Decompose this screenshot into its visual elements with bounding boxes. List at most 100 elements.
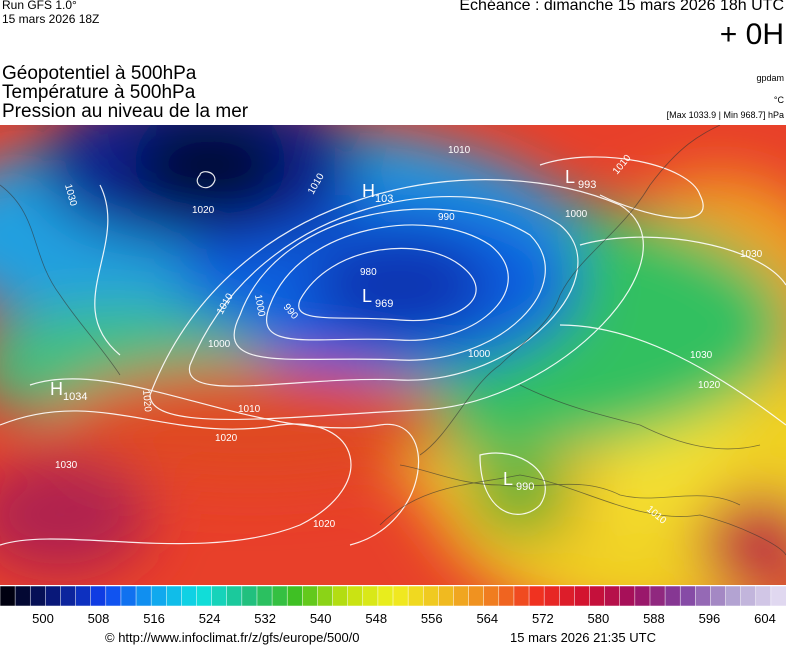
colorbar-swatch <box>634 585 651 607</box>
colorbar-swatch <box>679 585 697 607</box>
center-letter: L <box>362 286 372 306</box>
colorbar-swatch <box>286 585 304 607</box>
colorbar-tick: 596 <box>698 611 721 626</box>
unit: [Max 1033.9 | Min 968.7] hPa <box>666 110 784 120</box>
colorbar-swatch <box>347 585 364 607</box>
isobar-label: 1020 <box>215 433 238 444</box>
isobar-label: 980 <box>360 267 377 278</box>
run: Run GFS 1.0° <box>2 0 77 12</box>
colorbar-swatch <box>574 585 591 607</box>
colorbar-tick: 524 <box>198 611 221 626</box>
colorbar-swatch <box>740 585 757 607</box>
colorbar-swatch <box>664 585 681 607</box>
colorbar-swatch <box>241 585 258 607</box>
colorbar-swatch <box>271 585 288 607</box>
colorbar-swatch <box>453 585 470 607</box>
unit: gpdam <box>756 73 784 83</box>
colorbar-tick: 532 <box>254 611 276 626</box>
colorbar-swatch <box>90 585 107 607</box>
isobar-label: 1000 <box>252 294 267 318</box>
colorbar-swatch <box>438 585 455 607</box>
colorbar-swatch <box>755 585 772 607</box>
colorbar-tick: 580 <box>587 611 610 626</box>
center-value: 103 <box>375 193 393 205</box>
isobar-label: 1020 <box>313 519 336 530</box>
colorbar-swatch <box>710 585 727 607</box>
center-letter: L <box>565 167 575 187</box>
isobar-label: 1000 <box>468 349 491 360</box>
isobar-label: 990 <box>438 212 455 223</box>
footer-time: 15 mars 2026 21:35 UTC <box>510 630 656 645</box>
colorbar-swatch <box>60 585 77 607</box>
colorbar-swatch <box>695 585 712 607</box>
colorbar-tick: 540 <box>309 611 332 626</box>
title: Pression au niveau de la mer <box>2 101 249 122</box>
colorbar-swatch <box>150 585 168 607</box>
center-letter: H <box>362 181 375 201</box>
colorbar-tick: 516 <box>143 611 165 626</box>
colorbar-swatch <box>332 585 349 607</box>
footer-url: © http://www.infoclimat.fr/z/gfs/europe/… <box>105 630 360 645</box>
colorbar-swatch <box>211 585 228 607</box>
colorbar-swatch <box>589 585 606 607</box>
colorbar-swatch <box>166 585 183 607</box>
colorbar-tick: 508 <box>87 611 110 626</box>
colorbar-swatch <box>725 585 742 607</box>
colorbar-swatch <box>135 585 152 607</box>
center-letter: H <box>50 379 63 399</box>
isobar-label: 1030 <box>55 460 78 471</box>
colorbar-tick: 604 <box>754 611 776 626</box>
colorbar-swatch <box>377 585 394 607</box>
colorbar-swatch <box>543 585 561 607</box>
colorbar-swatch <box>407 585 424 607</box>
colorbar-swatch <box>181 585 198 607</box>
colorbar-swatch <box>559 585 576 607</box>
colorbar-swatch <box>392 585 409 607</box>
colorbar-swatch <box>226 585 243 607</box>
offset: + 0H <box>719 18 784 51</box>
colorbar-swatch <box>75 585 92 607</box>
title: Géopotentiel à 500hPa <box>2 63 197 84</box>
colorbar-swatch <box>317 585 334 607</box>
colorbar-swatch <box>362 585 379 607</box>
colorbar-swatch <box>302 585 319 607</box>
colorbar-tick: 564 <box>476 611 499 626</box>
colorbar-swatch <box>528 585 545 607</box>
center-value: 990 <box>516 481 534 493</box>
isobar-label: 1020 <box>140 389 153 413</box>
colorbar-swatch <box>513 585 530 607</box>
colorbar-swatch <box>770 585 786 607</box>
colorbar-swatch <box>29 585 47 607</box>
center-letter: L <box>503 469 513 489</box>
unit: °C <box>773 95 784 105</box>
colorbar-swatch <box>256 585 273 607</box>
isobar-label: 1030 <box>690 350 713 361</box>
colorbar-swatch <box>604 585 621 607</box>
center-value: 993 <box>578 179 596 191</box>
isobar-label: 1020 <box>192 205 215 216</box>
colorbar-swatch <box>483 585 500 607</box>
colorbar-swatch <box>422 585 440 607</box>
center-value: 969 <box>375 298 393 310</box>
colorbar-swatch <box>45 585 62 607</box>
isobar-label: 1000 <box>208 339 231 350</box>
colorbar-tick: 500 <box>32 611 54 626</box>
colorbar-tick: 588 <box>643 611 665 626</box>
colorbar-tick: 556 <box>420 611 443 626</box>
colorbar-tick: 572 <box>531 611 554 626</box>
colorbar-swatch <box>105 585 122 607</box>
colorbar-swatch <box>498 585 515 607</box>
isobar-label: 1030 <box>740 249 763 260</box>
colorbar-swatch <box>468 585 485 607</box>
isobar-label: 1010 <box>238 404 261 415</box>
title: Température à 500hPa <box>2 82 196 103</box>
center-value: 1034 <box>63 391 87 403</box>
isobar-label: 1000 <box>565 209 588 220</box>
colorbar-swatch <box>120 585 137 607</box>
isobar-label: 1020 <box>698 380 721 391</box>
colorbar-swatch <box>0 585 16 607</box>
colorbar-swatch <box>196 585 213 607</box>
colorbar-swatch <box>14 585 31 607</box>
